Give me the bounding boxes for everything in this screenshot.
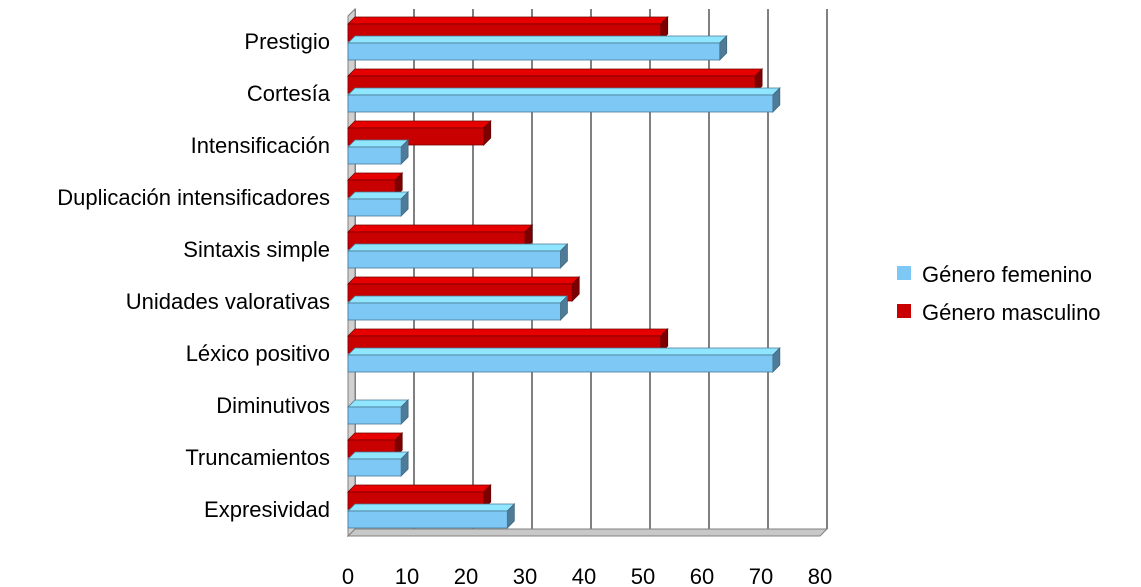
category-label: Intensificación <box>191 133 330 158</box>
bar-femenino <box>347 503 516 529</box>
legend-swatch-femenino <box>897 266 911 280</box>
bar-femenino <box>347 191 410 217</box>
x-tick-label: 60 <box>690 564 714 587</box>
category-labels: Prestigio Cortesía Intensificación Duplicac… <box>57 29 330 522</box>
bar-femenino <box>347 87 781 113</box>
bar-femenino <box>347 451 410 477</box>
bars <box>347 16 781 529</box>
x-tick-label: 10 <box>395 564 419 587</box>
category-label: Unidades valorativas <box>126 289 330 314</box>
x-tick-label: 70 <box>749 564 773 587</box>
category-label: Diminutivos <box>216 393 330 418</box>
x-tick-label: 30 <box>513 564 537 587</box>
plot-floor <box>346 528 829 537</box>
bar-femenino <box>347 347 781 373</box>
bar-femenino <box>347 295 569 321</box>
x-tick-label: 50 <box>631 564 655 587</box>
x-tick-label: 20 <box>454 564 478 587</box>
bar-femenino <box>347 243 569 269</box>
category-label: Léxico positivo <box>186 341 330 366</box>
legend: Género femenino Género masculino <box>897 262 1101 325</box>
category-label: Expresividad <box>204 497 330 522</box>
category-label: Truncamientos <box>185 445 330 470</box>
bar-femenino <box>347 35 728 61</box>
x-tick-label: 80 <box>808 564 832 587</box>
x-axis-tick-labels: 0 10 20 30 40 50 60 70 80 <box>342 564 832 587</box>
x-tick-label: 0 <box>342 564 354 587</box>
legend-swatch-masculino <box>897 304 911 318</box>
category-label: Prestigio <box>244 29 330 54</box>
x-tick-label: 40 <box>572 564 596 587</box>
category-label: Cortesía <box>247 81 331 106</box>
legend-label-masculino: Género masculino <box>922 300 1101 325</box>
category-label: Sintaxis simple <box>183 237 330 262</box>
bar-femenino <box>347 399 410 425</box>
bar-femenino <box>347 139 410 165</box>
category-label: Duplicación intensificadores <box>57 185 330 210</box>
legend-label-femenino: Género femenino <box>922 262 1092 287</box>
